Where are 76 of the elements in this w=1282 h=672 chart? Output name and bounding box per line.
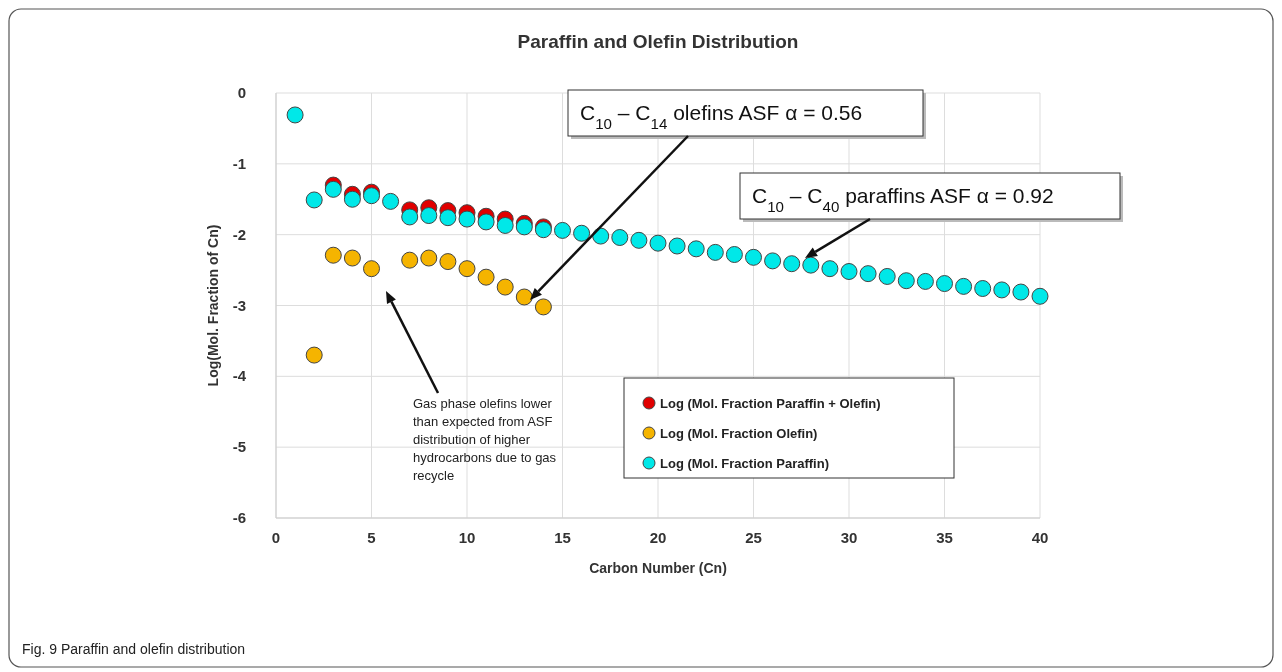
- point: [458, 210, 476, 228]
- y-tick-label: -4: [232, 367, 247, 385]
- point: [401, 251, 419, 269]
- point: [496, 278, 514, 296]
- point: [630, 231, 648, 249]
- point: [439, 253, 457, 271]
- x-tick-label: 30: [840, 529, 858, 546]
- point: [649, 234, 667, 252]
- point: [897, 272, 915, 290]
- annotation: Gas phase olefins lower than expected from ASF distribution of higher hydrocarbons due to gas recycle: [413, 396, 557, 483]
- point: [974, 280, 992, 297]
- x-tick-label: 20: [649, 529, 667, 546]
- y-tick-label: -1: [232, 154, 246, 172]
- legend-label: Log (Mol. Fraction Paraffin + Olefin): [660, 396, 881, 411]
- point: [363, 260, 380, 278]
- x-tick-label: 0: [271, 529, 281, 546]
- point: [916, 272, 934, 290]
- point: [515, 218, 533, 236]
- point: [993, 281, 1011, 299]
- point: [687, 240, 705, 258]
- point: [382, 192, 400, 210]
- point: [305, 191, 323, 209]
- point: [668, 237, 686, 255]
- y-tick-label: -3: [232, 296, 246, 314]
- point: [611, 229, 629, 246]
- point: [573, 224, 591, 242]
- x-tick-label: 25: [745, 529, 762, 546]
- caption: Fig. 9 Paraffin and olefin distribution: [22, 641, 246, 657]
- x-tick-label: 35: [936, 529, 953, 546]
- point: [324, 180, 342, 198]
- legend-label: Log (Mol. Fraction Paraffin): [660, 456, 829, 471]
- point: [1012, 283, 1030, 301]
- point: [420, 249, 438, 267]
- point: [534, 298, 552, 316]
- point: [955, 277, 973, 295]
- point: [1031, 287, 1049, 305]
- point: [305, 346, 323, 364]
- x-tick-label: 10: [458, 529, 476, 546]
- y-axis-title: Log(Mol. Fraction of Cn): [205, 224, 221, 387]
- point: [458, 260, 476, 278]
- point: [496, 216, 514, 234]
- point: [783, 255, 801, 273]
- point: [936, 275, 953, 293]
- x-tick-label: 40: [1031, 529, 1049, 546]
- point: [802, 256, 820, 274]
- point: [477, 268, 495, 286]
- point: [439, 209, 457, 227]
- point: [420, 207, 438, 225]
- point: [878, 267, 896, 285]
- y-tick-label: -6: [232, 509, 246, 526]
- legend-label: Log (Mol. Fraction Olefin): [660, 426, 818, 441]
- point: [764, 252, 782, 270]
- x-tick-label: 15: [554, 529, 571, 546]
- point: [725, 246, 743, 263]
- point: [840, 263, 858, 280]
- annotation: C$_{10}$ – C$_{40}$ paraffins ASF α = 0.92: [752, 184, 1054, 215]
- annotation: C$_{10}$ – C$_{14}$ olefins ASF α = 0.56: [580, 101, 863, 132]
- point: [821, 260, 839, 278]
- y-tick-label: 0: [237, 84, 246, 101]
- y-tick-label: -2: [232, 225, 246, 243]
- point: [706, 243, 724, 261]
- point: [286, 106, 304, 124]
- point: [343, 190, 361, 208]
- point: [859, 265, 877, 283]
- x-axis-title: Carbon Number (Cn): [589, 560, 727, 576]
- point: [363, 187, 380, 205]
- point: [515, 288, 533, 306]
- point: [343, 249, 361, 267]
- y-tick-label: -5: [232, 438, 246, 456]
- point: [477, 213, 495, 231]
- point: [745, 248, 762, 266]
- point: [554, 221, 571, 239]
- x-tick-label: 5: [367, 529, 376, 546]
- chart-title: Paraffin and Olefin Distribution: [517, 31, 799, 52]
- point: [401, 208, 419, 226]
- point: [324, 246, 342, 264]
